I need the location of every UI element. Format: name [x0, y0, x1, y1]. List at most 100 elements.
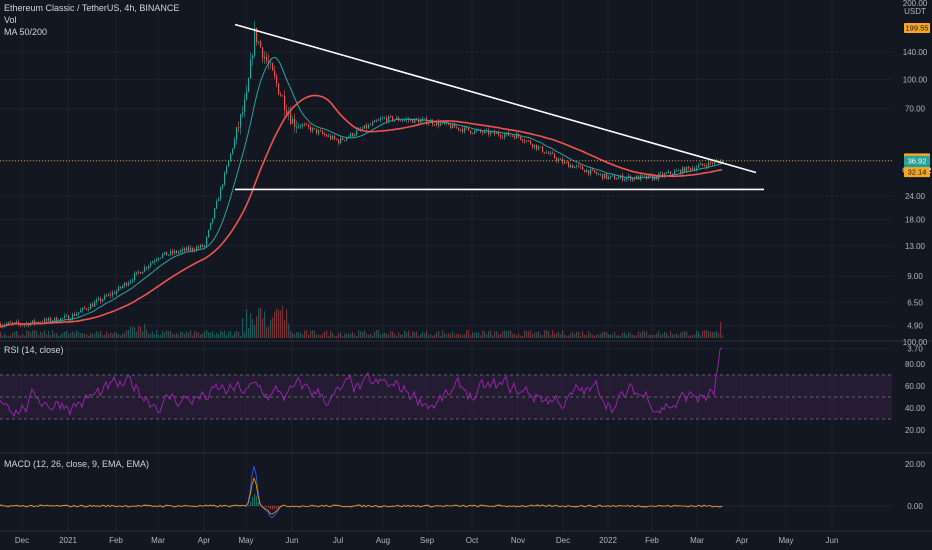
candle-body: [568, 162, 570, 168]
candle-body: [110, 294, 112, 296]
candle-body: [72, 314, 74, 320]
candle-body: [340, 137, 342, 144]
candle-body: [100, 298, 102, 302]
candle-body: [654, 175, 656, 180]
volume-bar: [282, 306, 284, 338]
volume-bar: [56, 333, 58, 338]
volume-bar: [160, 334, 162, 338]
volume-bar: [432, 335, 434, 338]
candle-body: [698, 165, 700, 168]
volume-bar: [310, 331, 312, 338]
volume-bar: [670, 330, 672, 338]
volume-bar: [434, 334, 436, 338]
candle-body: [282, 95, 284, 97]
price-tag-low-bg: [904, 167, 930, 178]
volume-bar: [506, 330, 508, 338]
price-tick-label: 3.70: [907, 345, 923, 354]
volume-bar: [176, 333, 178, 338]
candle-body: [534, 144, 536, 148]
volume-bar: [378, 330, 380, 338]
rsi-tick-label: 60.00: [905, 382, 926, 391]
candle-body: [196, 247, 198, 251]
candle-body: [64, 316, 66, 319]
volume-bar: [654, 334, 656, 338]
volume-bar: [376, 330, 378, 338]
candle-body: [366, 125, 368, 129]
trendlines[interactable]: [0, 23, 892, 191]
candle-body: [592, 169, 594, 170]
volume-bar: [42, 332, 44, 338]
volume-bar: [688, 335, 690, 338]
candle-body: [352, 133, 354, 137]
candle-body: [722, 160, 724, 163]
rsi-legend[interactable]: RSI (14, close): [4, 345, 67, 355]
candle-body: [68, 315, 70, 321]
volume-bar: [164, 332, 166, 338]
volume-bar: [34, 330, 36, 338]
time-tick-label: Sep: [420, 536, 435, 545]
macd-histogram-bar: [260, 505, 262, 506]
volume-bar: [556, 333, 558, 338]
time-tick-label: 2021: [59, 536, 77, 545]
time-tick-label: May: [238, 536, 253, 545]
candle-body: [188, 247, 190, 251]
volume-bar: [410, 335, 412, 338]
volume-bar: [640, 332, 642, 338]
candle-body: [260, 41, 262, 48]
volume-bar: [342, 335, 344, 338]
volume-bar: [484, 331, 486, 338]
candle-body: [162, 254, 164, 258]
macd-histogram-bar: [56, 505, 58, 507]
volume-bar: [292, 332, 294, 338]
volume-bar: [240, 335, 242, 338]
volume-bar: [102, 335, 104, 338]
volume-bar: [170, 330, 172, 338]
volume-bar: [110, 332, 112, 338]
volume-bar: [238, 331, 240, 338]
volume-bar: [346, 333, 348, 338]
volume-bar: [648, 334, 650, 338]
volume-bar: [442, 330, 444, 338]
candle-body: [232, 148, 234, 154]
volume-bar: [178, 334, 180, 338]
macd-histogram-bar: [242, 505, 244, 507]
macd-legend[interactable]: MACD (12, 26, close, 9, EMA, EMA): [4, 459, 152, 469]
volume-bar: [596, 334, 598, 338]
volume-bar: [210, 332, 212, 338]
volume-bar: [312, 330, 314, 338]
candle-body: [174, 250, 176, 254]
candle-body: [614, 175, 616, 180]
macd-histogram-bar: [0, 505, 2, 507]
volume-bar: [530, 330, 532, 338]
candle-body: [286, 110, 288, 115]
ma-legend[interactable]: MA 50/200: [4, 27, 50, 37]
candle-body: [284, 96, 286, 111]
macd-histogram-bar: [334, 505, 336, 507]
volume-bar: [626, 334, 628, 338]
macd-histogram-bar: [270, 506, 272, 510]
candle-body: [248, 78, 250, 92]
candle-body: [334, 136, 336, 139]
macd-histogram-bar: [144, 505, 146, 507]
currency-label: USDT: [904, 7, 926, 16]
candle-body: [678, 169, 680, 171]
candle-body: [322, 131, 324, 134]
candle-body: [318, 130, 320, 134]
volume-bar: [258, 308, 260, 338]
volume-bar: [680, 332, 682, 338]
candle-body: [586, 170, 588, 173]
candle-body: [228, 160, 230, 167]
symbol-legend[interactable]: Ethereum Classic / TetherUS, 4h, BINANCE: [4, 3, 182, 13]
candle-body: [256, 27, 258, 43]
volume-bar: [28, 330, 30, 338]
volume-bar: [470, 335, 472, 338]
candle-body: [84, 307, 86, 309]
volume-bar: [698, 331, 700, 338]
candle-body: [528, 140, 530, 142]
volume-bar: [344, 333, 346, 338]
vol-legend[interactable]: Vol: [4, 15, 20, 25]
volume-bar: [326, 330, 328, 338]
volume-bar: [600, 333, 602, 338]
time-tick-label: Dec: [15, 536, 29, 545]
